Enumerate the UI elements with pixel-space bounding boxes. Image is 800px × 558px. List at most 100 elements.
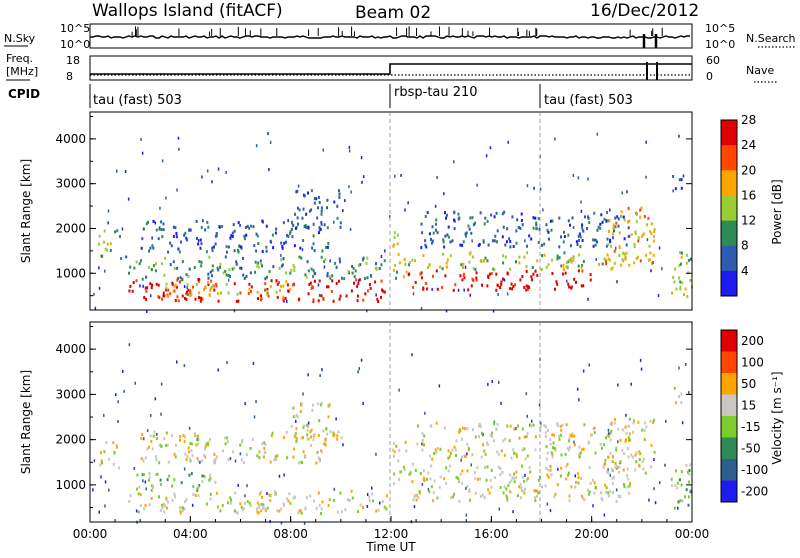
echo-cell — [207, 225, 210, 229]
echo-cell — [514, 283, 516, 287]
echo-cell — [270, 279, 273, 283]
echo-cell — [225, 250, 228, 254]
echo-cell — [165, 282, 168, 286]
echo-cell — [628, 432, 631, 436]
echo-cell — [518, 255, 521, 259]
echo-cell — [421, 438, 424, 442]
echo-cell — [231, 267, 234, 271]
colorbar-tick-label: 24 — [741, 138, 756, 152]
echo-cell — [482, 239, 485, 243]
echo-cell — [203, 474, 206, 478]
echo-cell — [265, 249, 268, 253]
echo-cell — [515, 470, 518, 474]
echo-cell — [261, 250, 264, 253]
echo-cell — [351, 496, 354, 500]
echo-cell — [647, 216, 650, 220]
echo-cell — [522, 489, 525, 493]
echo-cell — [610, 244, 613, 248]
echo-cell — [325, 427, 328, 431]
echo-cell — [496, 422, 499, 426]
echo-cell — [179, 510, 182, 514]
echo-cell — [627, 455, 630, 459]
echo-cell — [242, 506, 245, 510]
echo-cell — [321, 249, 324, 253]
echo-cell — [190, 442, 193, 446]
echo-cell — [426, 287, 429, 291]
echo-cell — [544, 484, 547, 488]
echo-cell — [494, 234, 497, 238]
echo-cell — [287, 499, 290, 503]
echo-cell — [661, 267, 663, 271]
echo-cell — [517, 226, 520, 229]
echo-cell — [209, 270, 212, 274]
echo-cell — [224, 255, 227, 259]
echo-cell — [646, 238, 649, 242]
echo-cell — [199, 299, 202, 303]
echo-cell — [450, 496, 453, 500]
echo-cell — [197, 442, 200, 446]
echo-cell — [687, 470, 689, 474]
echo-cell — [287, 289, 290, 293]
echo-cell — [549, 219, 552, 223]
echo-cell — [246, 224, 249, 228]
echo-cell — [648, 258, 651, 262]
echo-cell — [250, 285, 253, 289]
beam-title: Beam 02 — [355, 3, 431, 23]
echo-cell — [333, 487, 336, 491]
echo-cell — [115, 445, 118, 449]
echo-cell — [589, 278, 592, 282]
echo-cell — [490, 272, 493, 275]
echo-cell — [293, 447, 296, 451]
echo-cell — [559, 424, 562, 428]
echo-cell — [442, 238, 445, 242]
echo-cell — [295, 413, 298, 417]
echo-cell — [208, 255, 211, 259]
echo-cell — [453, 160, 455, 164]
echo-cell — [257, 261, 260, 265]
echo-cell — [178, 280, 181, 284]
range-tick-label: 4000 — [55, 132, 86, 146]
echo-cell — [156, 432, 158, 436]
echo-cell — [295, 439, 298, 443]
echo-cell — [687, 503, 690, 507]
echo-cell — [216, 266, 219, 270]
echo-cell — [166, 506, 168, 510]
echo-cell — [356, 284, 358, 288]
echo-cell — [207, 276, 210, 280]
echo-cell — [523, 435, 526, 439]
echo-cell — [534, 489, 537, 493]
echo-cell — [109, 242, 112, 246]
echo-cell — [198, 260, 201, 263]
echo-cell — [565, 464, 568, 468]
echo-cell — [533, 186, 535, 190]
echo-cell — [540, 421, 542, 425]
echo-cell — [490, 213, 493, 217]
echo-cell — [393, 472, 396, 476]
echo-cell — [674, 484, 677, 487]
echo-cell — [211, 268, 214, 272]
echo-cell — [533, 489, 536, 493]
echo-cell — [537, 478, 540, 482]
echo-cell — [462, 273, 465, 277]
echo-cell — [312, 438, 315, 442]
echo-cell — [159, 509, 162, 512]
echo-cell — [575, 280, 577, 284]
echo-cell — [576, 472, 579, 476]
echo-cell — [653, 458, 655, 461]
echo-cell — [354, 278, 357, 282]
echo-cell — [579, 245, 582, 249]
echo-cell — [146, 447, 149, 451]
echo-cell — [161, 235, 164, 239]
echo-cell — [678, 134, 680, 138]
echo-cell — [435, 222, 437, 226]
echo-cell — [678, 478, 681, 482]
echo-cell — [462, 240, 465, 244]
echo-cell — [176, 278, 179, 282]
echo-cell — [610, 421, 613, 424]
echo-cell — [687, 258, 690, 262]
echo-cell — [478, 243, 481, 246]
echo-cell — [678, 394, 680, 398]
echo-cell — [434, 204, 437, 208]
echo-cell — [457, 476, 460, 480]
